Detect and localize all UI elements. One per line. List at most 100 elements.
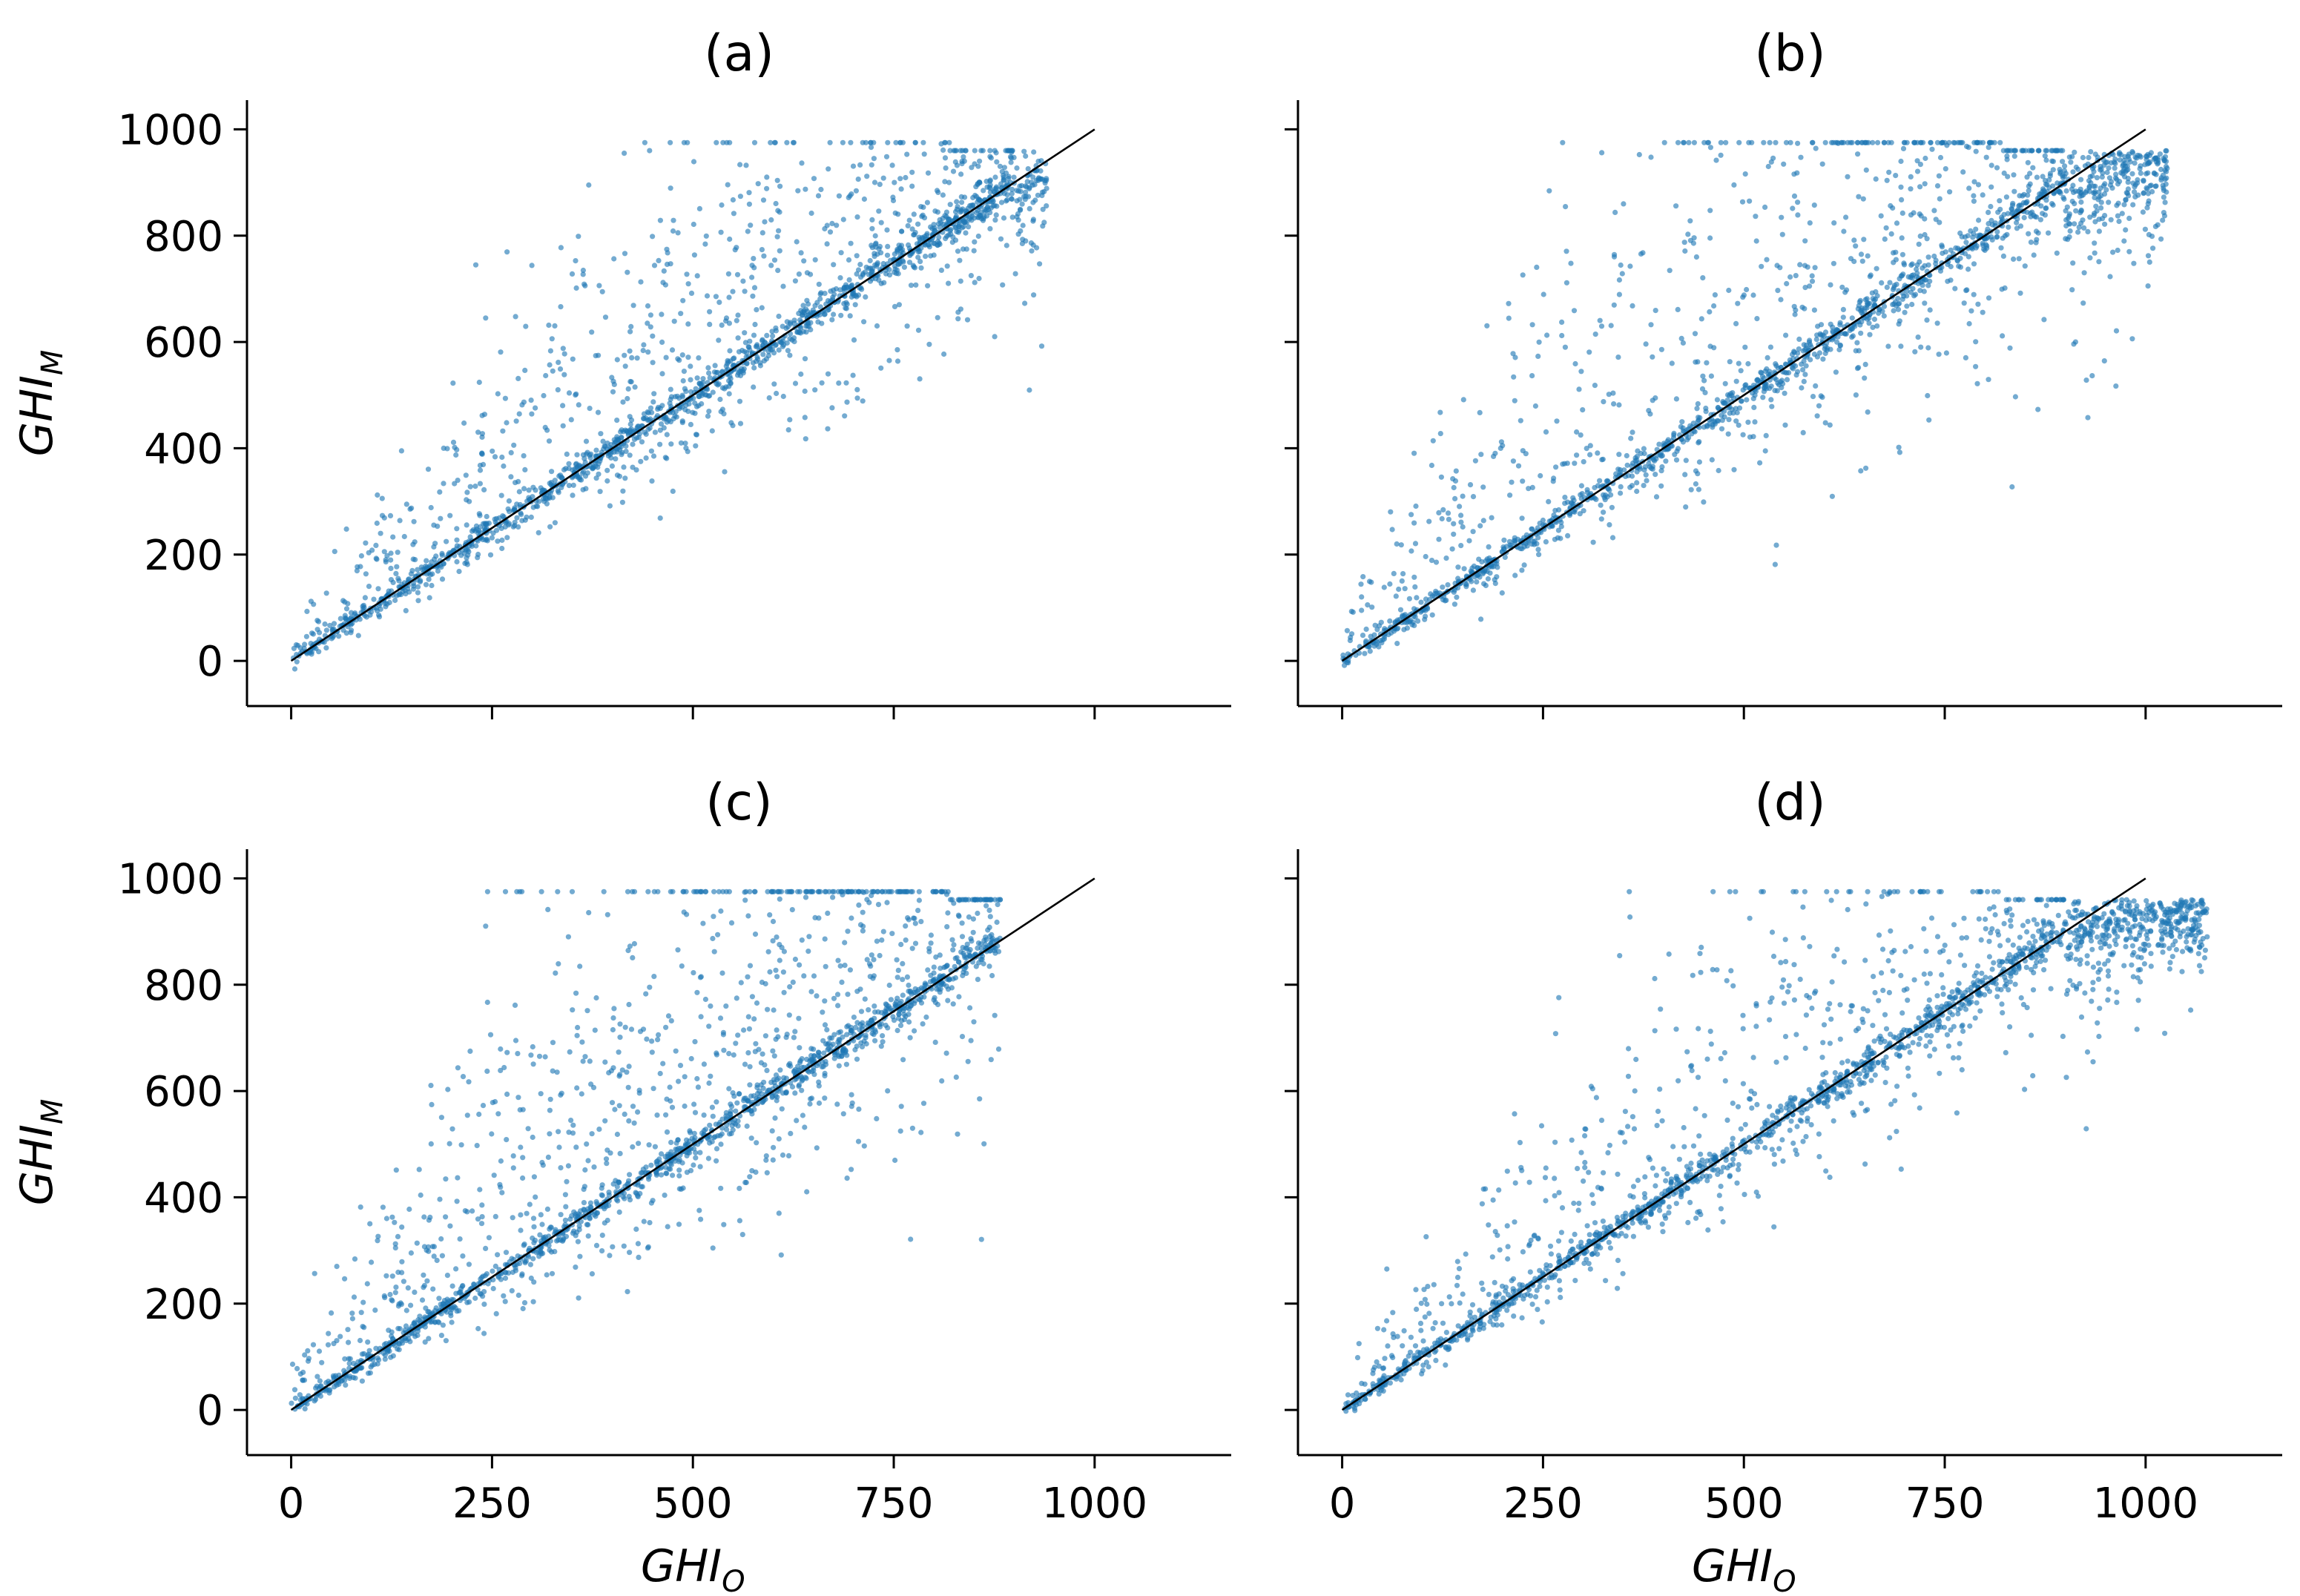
data-point <box>684 271 690 277</box>
data-point <box>1451 601 1457 607</box>
data-point <box>765 353 771 359</box>
data-point <box>668 1139 674 1145</box>
data-point <box>1975 301 1981 307</box>
data-point <box>1008 196 1015 202</box>
data-point <box>2155 155 2161 161</box>
data-point <box>716 337 722 343</box>
data-point <box>691 159 697 165</box>
data-point <box>1768 397 1774 403</box>
data-point <box>987 148 993 154</box>
data-point <box>878 365 884 371</box>
data-point <box>566 483 573 489</box>
data-point <box>2145 283 2151 289</box>
data-point <box>490 448 495 454</box>
data-point <box>1909 275 1915 281</box>
data-point <box>1595 450 1601 456</box>
data-point <box>1701 499 1707 505</box>
data-point <box>792 1090 798 1096</box>
data-point <box>768 263 774 268</box>
data-point <box>1423 596 1429 602</box>
data-point <box>799 312 805 318</box>
data-point <box>580 271 586 277</box>
data-point <box>555 387 561 393</box>
data-point <box>443 1214 449 1220</box>
data-point <box>1656 441 1662 447</box>
data-point <box>1673 203 1679 209</box>
data-point <box>1572 509 1578 515</box>
data-point <box>1683 504 1689 510</box>
data-point <box>787 336 793 342</box>
y-tick-label: 200 <box>144 532 223 580</box>
data-point <box>647 425 653 431</box>
data-point <box>1994 165 2000 171</box>
data-point <box>656 257 662 263</box>
data-point <box>918 245 924 251</box>
data-point <box>886 357 892 363</box>
data-point <box>577 477 583 483</box>
data-point <box>2009 484 2015 490</box>
data-point <box>941 351 947 357</box>
data-point <box>566 390 573 396</box>
data-point <box>1648 465 1654 472</box>
data-point <box>1562 344 1568 350</box>
data-point <box>769 329 775 334</box>
data-point <box>1001 165 1007 171</box>
data-point <box>963 148 969 154</box>
data-point <box>1840 306 1846 312</box>
data-point <box>2029 148 2034 154</box>
data-point <box>958 278 963 284</box>
data-point <box>2068 159 2074 165</box>
data-point <box>1412 541 1419 547</box>
data-point <box>300 1369 306 1375</box>
data-point <box>1598 502 1604 508</box>
data-point <box>907 1035 913 1041</box>
data-point <box>973 184 979 190</box>
data-point <box>342 599 348 605</box>
data-point <box>1673 396 1679 402</box>
data-point <box>511 442 517 448</box>
data-point <box>437 489 443 495</box>
data-point <box>1348 634 1354 641</box>
data-point <box>1911 293 1917 299</box>
data-point <box>472 484 478 489</box>
data-point <box>1884 284 1890 290</box>
data-point <box>661 268 667 274</box>
data-point <box>657 441 663 447</box>
data-point <box>668 185 673 191</box>
data-point <box>1363 626 1369 633</box>
data-point <box>475 555 481 561</box>
data-point <box>805 320 811 326</box>
data-point <box>691 888 697 894</box>
data-point <box>1040 206 1046 212</box>
data-point <box>678 440 685 446</box>
data-point <box>1807 220 1813 226</box>
data-point <box>2000 333 2006 339</box>
data-point <box>1659 464 1665 470</box>
data-point <box>1735 300 1741 306</box>
data-point <box>1003 198 1009 204</box>
data-point <box>403 1308 409 1313</box>
data-point <box>1971 179 1977 185</box>
data-point <box>533 503 539 510</box>
data-point <box>1526 486 1532 492</box>
data-point <box>876 246 882 252</box>
data-point <box>347 1356 353 1362</box>
data-point <box>758 1060 764 1066</box>
data-point <box>1436 536 1442 542</box>
data-point <box>1563 280 1569 286</box>
data-point <box>1469 578 1474 584</box>
data-point <box>648 324 653 330</box>
data-point <box>1831 220 1837 226</box>
data-point <box>771 257 778 263</box>
data-point <box>971 248 977 254</box>
data-point <box>1460 524 1466 530</box>
data-point <box>874 323 880 329</box>
data-point <box>2115 247 2121 254</box>
data-point <box>2146 259 2152 265</box>
data-point <box>1609 504 1615 510</box>
data-point <box>695 1084 702 1090</box>
data-point <box>988 155 994 161</box>
data-point <box>718 229 724 235</box>
data-point <box>387 512 394 519</box>
data-point <box>947 202 953 208</box>
